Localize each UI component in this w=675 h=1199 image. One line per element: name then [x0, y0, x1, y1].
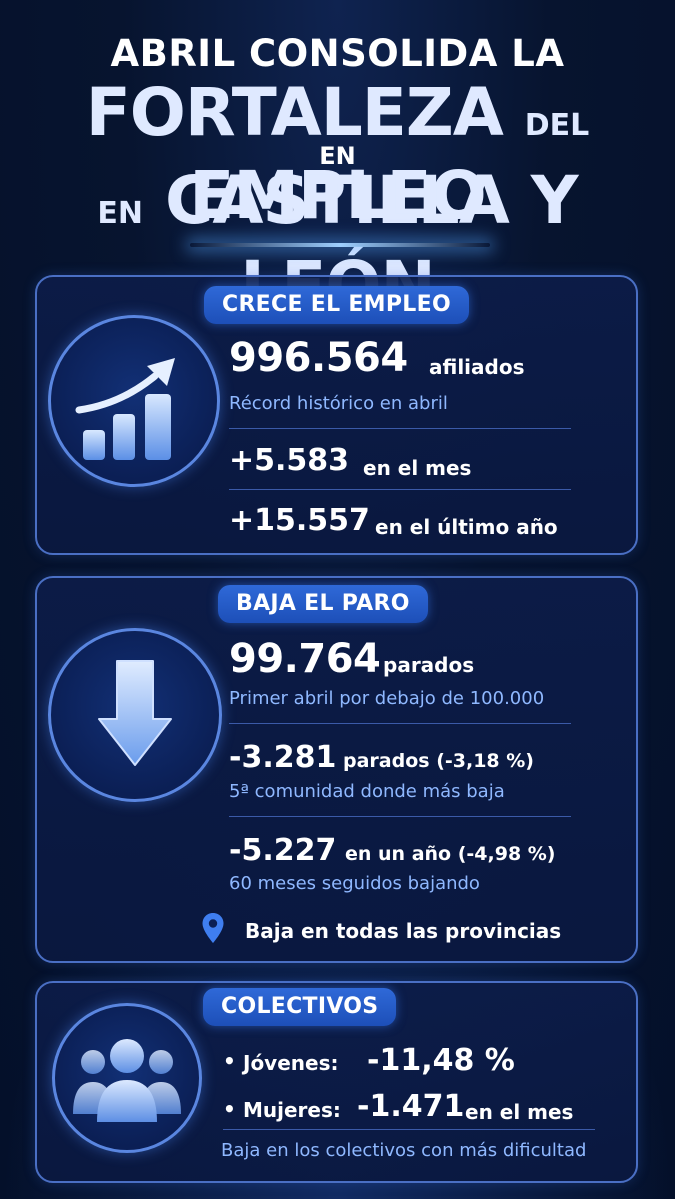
- down-arrow-icon: [98, 660, 172, 766]
- parados-note: Primer abril por debajo de 100.000: [229, 688, 545, 709]
- colectivos-separator: [223, 1129, 595, 1130]
- bullet-dot-1: •: [223, 1049, 236, 1073]
- paro-card: BAJA EL PARO 99.764 parados Primer abril…: [35, 576, 638, 963]
- mujeres-value: -1.471: [357, 1089, 465, 1124]
- empleo-year-label: en el último año: [375, 515, 558, 539]
- title-line-3: EN: [319, 142, 356, 170]
- jovenes-value: -11,48 %: [367, 1043, 515, 1078]
- location-pin-icon: [202, 913, 224, 943]
- parados-label: parados: [383, 653, 475, 677]
- title-en: EN: [97, 196, 144, 231]
- paro-separator-2: [229, 816, 571, 817]
- bullet-dot-2: •: [223, 1097, 236, 1121]
- people-group-icon: [73, 1039, 181, 1122]
- mujeres-label: Mujeres:: [243, 1098, 341, 1122]
- afiliados-value: 996.564: [229, 335, 408, 381]
- paro-month-note: 5ª comunidad donde más baja: [229, 781, 505, 802]
- jovenes-label: Jóvenes:: [243, 1051, 339, 1075]
- empleo-separator-2: [229, 489, 571, 490]
- mujeres-suffix: en el mes: [465, 1100, 574, 1124]
- colectivos-badge: COLECTIVOS: [203, 988, 397, 1026]
- paro-year-label: en un año (-4,98 %): [345, 843, 556, 865]
- growth-chart-icon: [75, 358, 175, 460]
- colectivos-card: COLECTIVOS • Jóvenes: -11,48 % • Mujeres…: [35, 981, 638, 1183]
- empleo-card: CRECE EL EMPLEO 996.564 afiliados Récord…: [35, 275, 638, 555]
- empleo-year-value: +15.557: [229, 503, 370, 538]
- empleo-separator-1: [229, 428, 571, 429]
- empleo-icon-circle: [48, 315, 220, 487]
- empleo-month-label: en el mes: [363, 456, 472, 480]
- title-del: DEL: [524, 108, 590, 143]
- colectivos-icon-circle: [52, 1003, 202, 1153]
- paro-icon-circle: [48, 628, 222, 802]
- title-empleo: EMPLEO: [189, 157, 486, 234]
- paro-separator-1: [229, 723, 571, 724]
- provinces-note: Baja en todas las provincias: [245, 919, 562, 943]
- empleo-month-value: +5.583: [229, 443, 350, 478]
- title-line-1: ABRIL CONSOLIDA LA: [110, 32, 565, 75]
- paro-month-label: parados (-3,18 %): [343, 750, 534, 772]
- paro-month-value: -3.281: [229, 740, 337, 775]
- title-fortaleza: FORTALEZA: [85, 74, 504, 151]
- paro-year-value: -5.227: [229, 833, 337, 868]
- paro-year-note: 60 meses seguidos bajando: [229, 873, 480, 894]
- paro-badge: BAJA EL PARO: [218, 585, 428, 623]
- afiliados-label: afiliados: [429, 355, 525, 379]
- title-glow-divider: [190, 243, 490, 247]
- empleo-badge: CRECE EL EMPLEO: [204, 286, 469, 324]
- parados-value: 99.764: [229, 636, 381, 682]
- title-line-2: FORTALEZA DEL EMPLEO: [0, 78, 675, 231]
- afiliados-note: Récord histórico en abril: [229, 393, 448, 414]
- colectivos-note: Baja en los colectivos con más dificulta…: [221, 1140, 587, 1161]
